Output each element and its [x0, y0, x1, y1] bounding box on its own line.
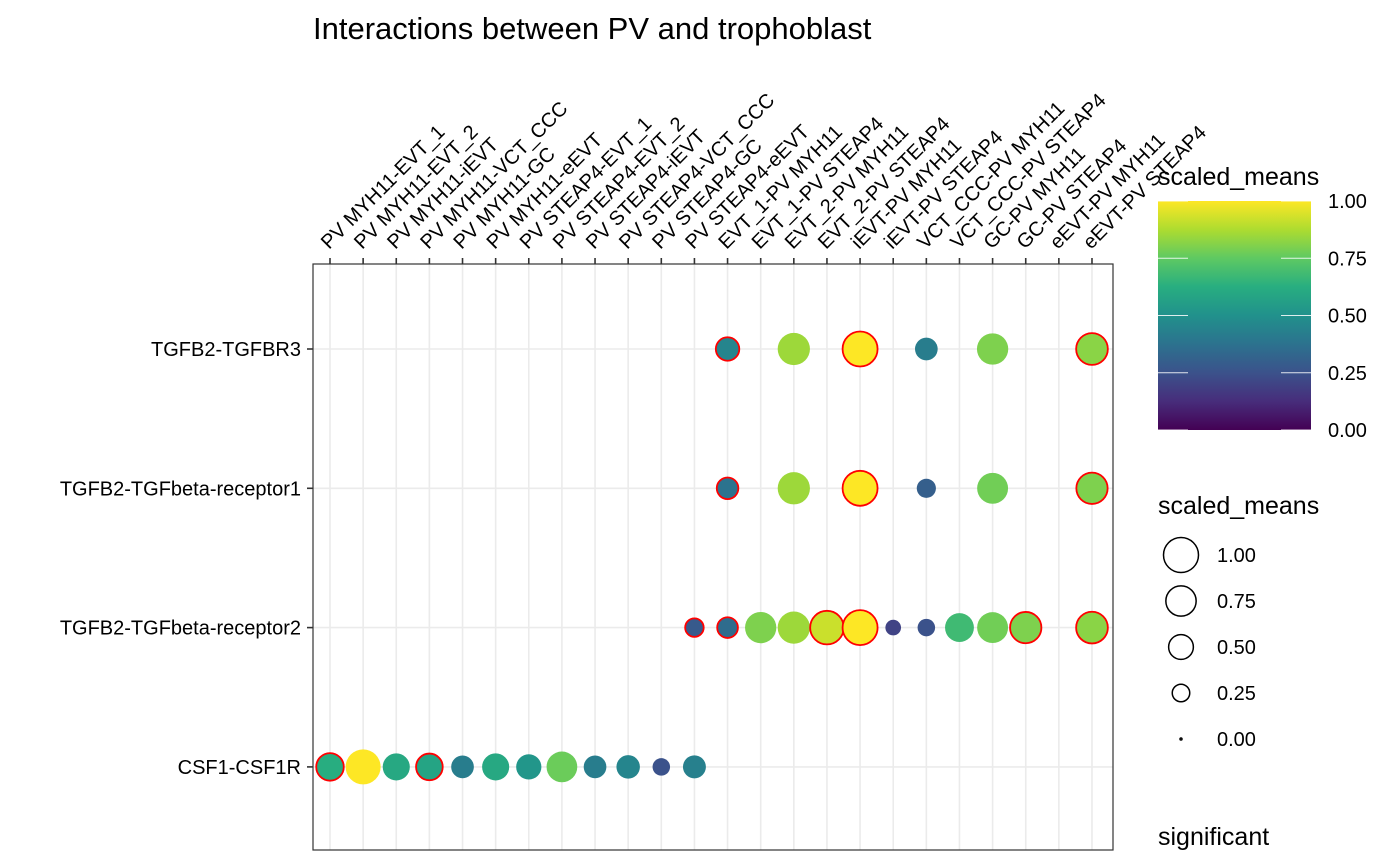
size-legend-label: 0.50 [1217, 637, 1256, 659]
plot-panel-border [312, 263, 1114, 851]
size-legend-circle [1171, 683, 1191, 703]
point-tgfb2-tgfbeta-receptor2-ievt-pv-myh11 [841, 609, 879, 646]
point-csf1-csf1r-pv-steap4-eevt [682, 755, 706, 779]
size-legend-label: 1.00 [1217, 545, 1256, 567]
y-tick-label-tgfb2-tgfbeta-receptor2: TGFB2-TGFbeta-receptor2 [60, 618, 301, 640]
point-tgfb2-tgfbr3-eevt-pv-steap4 [1075, 332, 1109, 366]
point-tgfb2-tgfbeta-receptor2-vct-ccc-pv-steap4 [945, 613, 974, 643]
chart-title: Interactions between PV and trophoblast [313, 11, 872, 46]
point-tgfb2-tgfbeta-receptor1-vct-ccc-pv-myh11 [916, 478, 936, 498]
point-csf1-csf1r-pv-myh11-gc [451, 755, 474, 779]
colorbar-tick-label: 0.50 [1328, 306, 1367, 328]
data-points [315, 330, 1109, 785]
size-legend-title: scaled_means [1158, 492, 1319, 520]
y-tick-label-tgfb2-tgfbeta-receptor1: TGFB2-TGFbeta-receptor1 [60, 478, 301, 500]
point-tgfb2-tgfbr3-evt-1-pv-myh11 [714, 336, 741, 362]
point-tgfb2-tgfbr3-ievt-pv-myh11 [841, 330, 879, 368]
color-legend-title: scaled_means [1158, 163, 1319, 191]
point-tgfb2-tgfbeta-receptor1-eevt-pv-steap4 [1075, 471, 1109, 505]
point-csf1-csf1r-pv-steap4-ievt [583, 755, 607, 779]
point-tgfb2-tgfbeta-receptor2-eevt-pv-steap4 [1075, 610, 1109, 645]
y-tick-label-csf1-csf1r: CSF1-CSF1R [178, 757, 301, 779]
x-axis-ticks: PV MYH11-EVT_1PV MYH11-EVT_2PV MYH11-iEV… [317, 89, 1211, 264]
point-tgfb2-tgfbr3-vct-ccc-pv-myh11 [914, 337, 938, 361]
point-csf1-csf1r-pv-steap4-evt-2 [546, 751, 578, 783]
point-csf1-csf1r-pv-myh11-evt-1 [315, 752, 345, 782]
point-tgfb2-tgfbeta-receptor1-evt-2-pv-myh11 [777, 472, 810, 505]
point-tgfb2-tgfbeta-receptor1-ievt-pv-myh11 [841, 469, 879, 507]
point-tgfb2-tgfbeta-receptor1-evt-1-pv-myh11 [715, 476, 740, 500]
point-csf1-csf1r-pv-myh11-evt-2 [345, 749, 381, 785]
size-legend-label: 0.25 [1217, 683, 1256, 705]
point-csf1-csf1r-pv-steap4-vct-ccc [616, 755, 640, 779]
point-tgfb2-tgfbr3-evt-2-pv-myh11 [777, 332, 810, 366]
point-tgfb2-tgfbeta-receptor2-vct-ccc-pv-myh11 [917, 618, 936, 637]
point-csf1-csf1r-pv-steap4-evt-1 [516, 754, 542, 780]
size-legend-circle [1162, 536, 1200, 574]
size-legend: scaled_means 1.00 0.75 0.50 0.25 0.00 [1158, 492, 1319, 751]
y-tick-label-tgfb2-tgfbr3: TGFB2-TGFBR3 [151, 339, 301, 361]
size-legend-circle [1165, 585, 1197, 617]
size-legend-entries: 1.00 0.75 0.50 0.25 0.00 [1162, 536, 1256, 751]
colorbar-tick-label: 0.00 [1328, 420, 1367, 442]
grid-lines [313, 264, 1113, 850]
y-axis-ticks: TGFB2-TGFBR3 TGFB2-TGFbeta-receptor1 TGFB2… [60, 339, 313, 779]
point-csf1-csf1r-pv-steap4-gc [652, 758, 671, 776]
point-tgfb2-tgfbeta-receptor1-gc-pv-myh11 [977, 472, 1009, 504]
colorbar-tick-label: 0.25 [1328, 363, 1367, 385]
color-legend: scaled_means 1.00 0.75 0.50 0.25 0.00 [1158, 163, 1367, 442]
point-tgfb2-tgfbr3-gc-pv-myh11 [976, 333, 1009, 365]
point-tgfb2-tgfbeta-receptor2-evt-2-pv-steap4 [809, 609, 845, 646]
size-legend-circle [1167, 633, 1195, 661]
point-tgfb2-tgfbeta-receptor2-gc-pv-steap4 [1009, 611, 1043, 645]
point-tgfb2-tgfbeta-receptor2-evt-1-pv-steap4 [745, 611, 777, 644]
point-tgfb2-tgfbeta-receptor2-ievt-pv-steap4 [885, 619, 902, 636]
point-tgfb2-tgfbeta-receptor2-evt-1-pv-myh11 [716, 616, 739, 639]
point-tgfb2-tgfbeta-receptor2-evt-2-pv-myh11 [777, 611, 810, 644]
colorbar-tick-label: 1.00 [1328, 191, 1367, 213]
significant-legend-title: significant [1158, 823, 1269, 851]
size-legend-label: 0.00 [1217, 729, 1256, 751]
point-tgfb2-tgfbeta-receptor2-gc-pv-myh11 [977, 612, 1009, 644]
colorbar-ticks: 1.00 0.75 0.50 0.25 0.00 [1158, 191, 1367, 442]
colorbar-tick-label: 0.75 [1328, 248, 1367, 270]
point-tgfb2-tgfbeta-receptor2-pv-steap4-eevt [684, 617, 705, 638]
size-legend-label: 0.75 [1217, 591, 1256, 613]
point-csf1-csf1r-pv-myh11-vct-ccc [415, 752, 444, 782]
point-csf1-csf1r-pv-myh11-ievt [382, 753, 410, 781]
point-csf1-csf1r-pv-myh11-eevt [482, 753, 510, 781]
size-legend-circle [1179, 737, 1183, 741]
